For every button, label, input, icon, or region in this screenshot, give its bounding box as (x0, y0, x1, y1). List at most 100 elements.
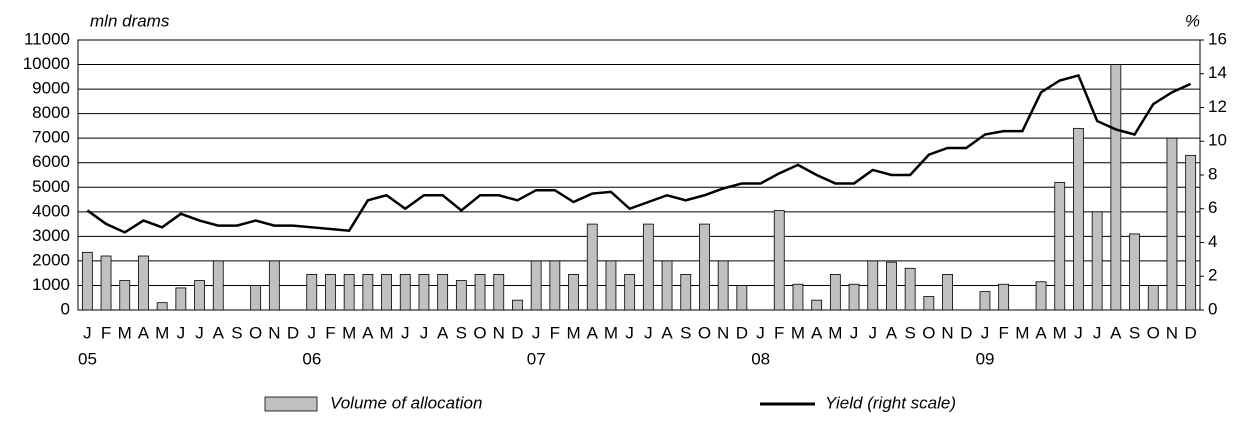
x-tick-label: F (325, 323, 335, 342)
y2-tick-label: 0 (1208, 299, 1217, 318)
x-tick-label: S (1129, 323, 1140, 342)
bar (699, 223, 710, 311)
y2-tick-label: 6 (1208, 198, 1217, 217)
bar (979, 291, 991, 311)
x-tick-label: O (698, 323, 711, 342)
x-tick-label: S (456, 323, 467, 342)
bar (568, 274, 579, 311)
x-tick-label: J (1074, 323, 1083, 342)
x-tick-label: J (869, 323, 878, 342)
y-tick-label: 3000 (32, 226, 70, 245)
bar (811, 299, 823, 311)
bar (100, 255, 112, 311)
x-tick-label: N (941, 323, 953, 342)
x-tick-label: F (550, 323, 560, 342)
x-tick-label: S (231, 323, 242, 342)
x-tick-label: A (811, 323, 823, 342)
x-tick-label: M (118, 323, 132, 342)
bar (1073, 127, 1084, 311)
y2-tick-label: 14 (1208, 63, 1227, 82)
bar (381, 274, 392, 311)
bar (792, 283, 804, 311)
x-tick-label: D (1185, 323, 1197, 342)
y-tick-label: 0 (61, 299, 70, 318)
bar (848, 283, 860, 311)
y2-tick-label: 4 (1208, 232, 1217, 251)
x-tick-label: O (1147, 323, 1160, 342)
bar (268, 260, 280, 311)
x-tick-label: J (308, 323, 317, 342)
y-tick-label: 4000 (32, 201, 70, 220)
year-label: 05 (78, 349, 97, 368)
y-tick-label: 11000 (24, 29, 70, 48)
x-tick-label: M (566, 323, 580, 342)
bar (736, 285, 748, 311)
x-tick-label: J (850, 323, 859, 342)
x-tick-label: M (379, 323, 393, 342)
y-tick-label: 2000 (32, 250, 70, 269)
x-tick-label: F (101, 323, 111, 342)
x-tick-label: J (83, 323, 92, 342)
y-tick-label: 10000 (23, 54, 70, 73)
x-tick-label: J (195, 323, 204, 342)
bar (455, 280, 467, 311)
year-label: 06 (302, 349, 321, 368)
x-tick-label: F (998, 323, 1008, 342)
x-tick-label: N (268, 323, 280, 342)
x-tick-label: D (511, 323, 523, 342)
x-tick-label: O (473, 323, 486, 342)
bar (829, 274, 841, 311)
x-tick-label: A (1035, 323, 1047, 342)
bar (325, 274, 336, 311)
bar (1129, 233, 1140, 311)
bar (474, 274, 486, 311)
y2-tick-label: 8 (1208, 164, 1217, 183)
bar (1091, 211, 1103, 311)
y-tick-label: 8000 (32, 103, 70, 122)
plot-border (77, 39, 1201, 311)
x-tick-label: J (625, 323, 634, 342)
bar (306, 274, 318, 311)
bar (549, 260, 561, 311)
bar (642, 223, 654, 311)
legend-label: Yield (right scale) (825, 393, 956, 412)
x-tick-label: A (661, 323, 673, 342)
bar (399, 274, 411, 311)
bar (661, 260, 673, 311)
bar (1147, 285, 1159, 311)
y-tick-label: 5000 (32, 177, 70, 196)
bar (867, 260, 879, 311)
year-label: 07 (527, 349, 546, 368)
bar (175, 287, 187, 311)
line (86, 73, 1192, 234)
x-tick-label: N (1166, 323, 1178, 342)
x-tick-label: J (401, 323, 410, 342)
y-tick-label: 6000 (32, 152, 70, 171)
x-tick-label: A (213, 323, 225, 342)
x-tick-label: O (249, 323, 262, 342)
year-label: 08 (751, 349, 770, 368)
y-tick-label: 9000 (32, 79, 70, 98)
y2-axis-title: % (1185, 11, 1200, 30)
bar (717, 260, 729, 311)
x-tick-label: A (1110, 323, 1122, 342)
bar (250, 285, 262, 311)
x-tick-label: M (155, 323, 169, 342)
bar (194, 280, 205, 311)
bar (493, 274, 505, 311)
bar (1054, 181, 1066, 311)
x-tick-label: J (532, 323, 541, 342)
bar (212, 260, 224, 311)
x-tick-label: D (287, 323, 299, 342)
x-tick-label: J (981, 323, 990, 342)
bar (904, 267, 916, 311)
y-tick-label: 1000 (32, 275, 70, 294)
x-tick-label: S (680, 323, 691, 342)
bar (586, 223, 598, 311)
bar (138, 255, 149, 311)
bar (156, 302, 168, 311)
bar (1035, 281, 1047, 311)
legend-swatch (264, 396, 318, 412)
x-tick-label: F (774, 323, 784, 342)
